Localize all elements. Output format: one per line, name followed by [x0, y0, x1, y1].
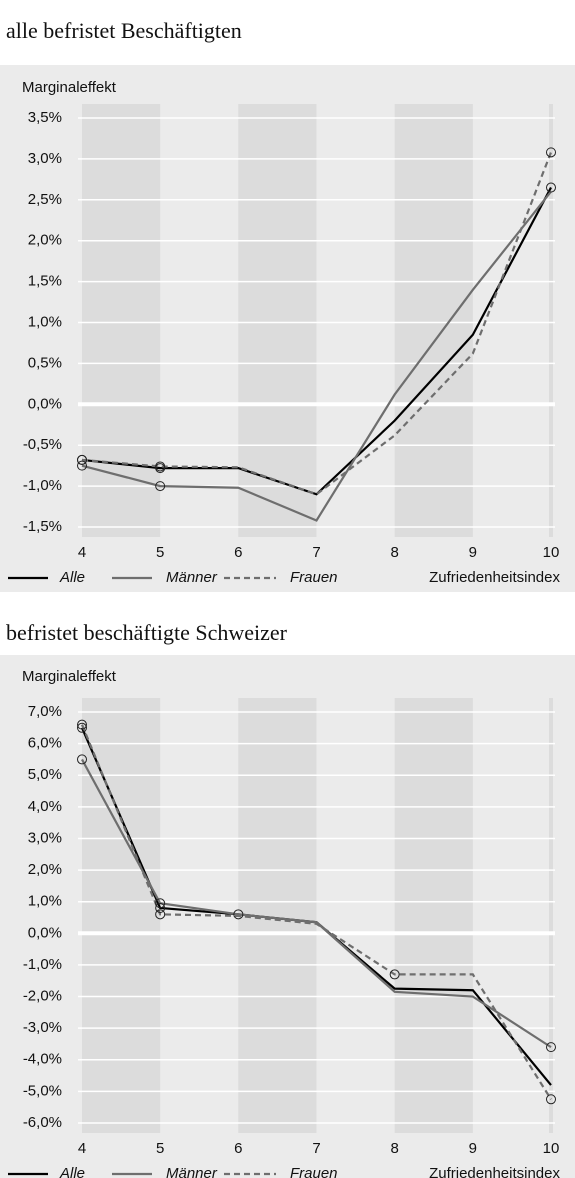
point-marker	[546, 1094, 556, 1105]
stripe	[549, 698, 553, 1133]
y-tick-label: -0,5%	[23, 436, 62, 453]
point-marker	[155, 481, 166, 492]
stripe	[549, 104, 553, 537]
point-marker	[77, 722, 87, 733]
x-tick-label: 8	[390, 544, 398, 561]
y-tick-label: 6,0%	[28, 735, 62, 752]
y-tick-label: 0,0%	[28, 395, 62, 412]
x-tick-label: 6	[234, 544, 242, 561]
point-marker	[546, 1042, 556, 1053]
point-marker	[233, 909, 244, 920]
x-tick-label: 4	[78, 544, 86, 561]
legend-label: Männer	[166, 1165, 218, 1178]
y-tick-label: -1,0%	[23, 956, 62, 973]
y-tick-label: -1,5%	[23, 518, 62, 535]
y-tick-label: 3,0%	[28, 150, 62, 167]
x-tick-label: 10	[543, 1140, 560, 1157]
x-tick-label: 4	[78, 1140, 86, 1157]
x-tick-label: 8	[390, 1140, 398, 1157]
y-tick-label: -4,0%	[23, 1051, 62, 1068]
point-marker	[389, 969, 400, 980]
y-tick-label: -3,0%	[23, 1019, 62, 1036]
point-marker	[155, 898, 166, 909]
legend-label: Männer	[166, 569, 218, 586]
y-tick-label: -1,0%	[23, 477, 62, 494]
legend-label: Frauen	[290, 569, 338, 586]
x-tick-label: 5	[156, 544, 164, 561]
y-tick-label: 0,5%	[28, 354, 62, 371]
y-tick-label: 2,5%	[28, 191, 62, 208]
y-tick-label: -5,0%	[23, 1082, 62, 1099]
point-marker	[77, 454, 87, 465]
panel-title: befristet beschäftigte Schweizer	[6, 620, 288, 645]
y-tick-label: 2,0%	[28, 232, 62, 249]
series-line	[81, 190, 552, 522]
point-marker	[546, 147, 556, 158]
x-tick-label: 9	[469, 1140, 477, 1157]
y-tick-label: 1,5%	[28, 273, 62, 290]
point-marker	[77, 754, 87, 765]
stripe	[238, 104, 317, 537]
y-tick-label: 7,0%	[28, 703, 62, 720]
y-axis-label: Marginaleffekt	[22, 668, 117, 685]
y-tick-label: 1,0%	[28, 313, 62, 330]
x-tick-label: 7	[312, 544, 320, 561]
point-marker	[546, 182, 556, 193]
stripe	[394, 104, 473, 537]
stripe	[394, 698, 473, 1133]
x-axis-label: Zufriedenheitsindex	[429, 1165, 560, 1178]
point-marker	[77, 719, 87, 730]
series-line	[80, 724, 552, 1100]
point-marker	[155, 903, 166, 914]
stripe	[82, 104, 161, 537]
y-tick-label: 3,5%	[28, 109, 62, 126]
x-tick-label: 7	[312, 1140, 320, 1157]
y-tick-label: 4,0%	[28, 798, 62, 815]
x-axis-label: Zufriedenheitsindex	[429, 569, 560, 586]
x-tick-label: 6	[234, 1140, 242, 1157]
y-tick-label: -2,0%	[23, 988, 62, 1005]
legend-label: Alle	[59, 569, 85, 586]
stripe	[82, 698, 161, 1133]
point-marker	[77, 460, 87, 471]
point-marker	[155, 909, 166, 920]
panel-title: alle befristet Beschäftigten	[6, 18, 242, 43]
y-tick-label: 1,0%	[28, 893, 62, 910]
legend-label: Alle	[59, 1165, 85, 1178]
x-tick-label: 10	[543, 544, 560, 561]
x-tick-label: 9	[469, 544, 477, 561]
y-axis-label: Marginaleffekt	[22, 79, 117, 96]
y-tick-label: 0,0%	[28, 924, 62, 941]
y-tick-label: 2,0%	[28, 861, 62, 878]
legend-label: Frauen	[290, 1165, 338, 1178]
series-line	[81, 151, 553, 496]
series-line	[81, 187, 552, 496]
x-tick-label: 5	[156, 1140, 164, 1157]
point-marker	[155, 461, 166, 472]
y-tick-label: -6,0%	[23, 1114, 62, 1131]
y-tick-label: 5,0%	[28, 766, 62, 783]
y-tick-label: 3,0%	[28, 829, 62, 846]
